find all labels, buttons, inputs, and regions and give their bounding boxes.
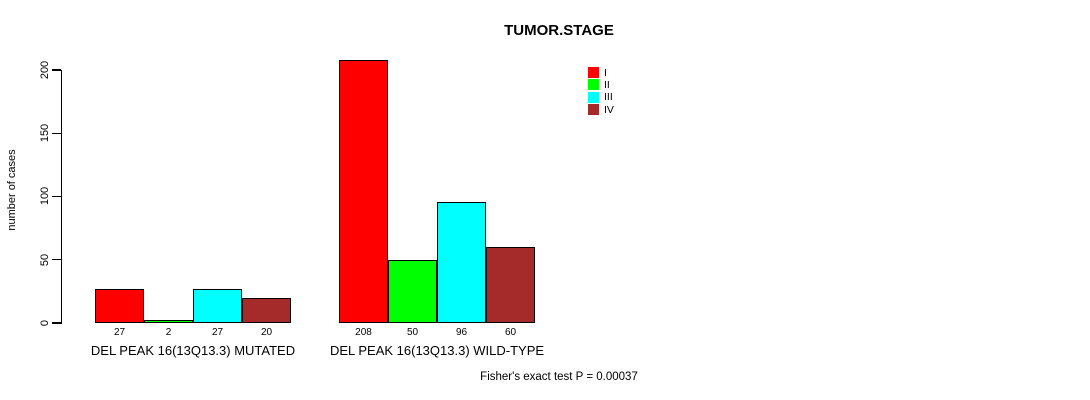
bar-value-label: 27 [113, 327, 126, 338]
y-axis-tick [52, 195, 61, 198]
y-axis-tick [52, 69, 61, 71]
chart-title: TUMOR.STAGE [504, 22, 614, 39]
bar-value-label: 27 [211, 327, 224, 338]
y-axis-tick-label: 200 [39, 60, 51, 80]
group-label: DEL PEAK 16(13Q13.3) WILD-TYPE [329, 342, 545, 358]
bar-value-label: 50 [406, 327, 419, 338]
legend-label-iv: IV [604, 103, 614, 116]
y-axis-line [61, 69, 63, 324]
legend-label-i: I [604, 66, 607, 79]
legend-label-ii: II [604, 78, 610, 91]
y-axis-tick [52, 132, 61, 134]
bar-value-label: 20 [260, 327, 273, 338]
bar-iv-group2 [486, 247, 535, 323]
bar-iii-group2 [437, 201, 486, 323]
y-axis-tick-label: 150 [39, 123, 51, 143]
y-axis-tick-label: 0 [39, 319, 51, 327]
bar-iv-group1 [242, 297, 291, 323]
bar-i-group2 [339, 59, 388, 323]
legend-swatch-iv [588, 104, 599, 116]
y-axis-label: number of cases [6, 149, 18, 231]
y-axis-tick [52, 322, 61, 324]
group-label: DEL PEAK 16(13Q13.3) MUTATED [90, 342, 296, 358]
y-axis-tick-label: 50 [39, 253, 51, 266]
bar-value-label: 60 [504, 327, 517, 338]
bar-value-label: 208 [355, 327, 372, 338]
legend-swatch-i [588, 67, 599, 78]
legend-swatch-ii [588, 79, 599, 91]
bar-value-label: 96 [455, 327, 468, 338]
bar-i-group1 [95, 288, 144, 323]
y-axis-tick-label: 100 [39, 187, 51, 206]
bar-iii-group1 [193, 288, 242, 323]
legend-label-iii: III [604, 91, 613, 104]
legend-swatch-iii [588, 91, 599, 103]
bar-value-label: 2 [165, 327, 172, 338]
bar-ii-group2 [388, 259, 437, 323]
bar-ii-group1 [144, 320, 193, 323]
fisher-test-annotation: Fisher's exact test P = 0.00037 [480, 371, 638, 383]
y-axis-tick [52, 259, 61, 261]
